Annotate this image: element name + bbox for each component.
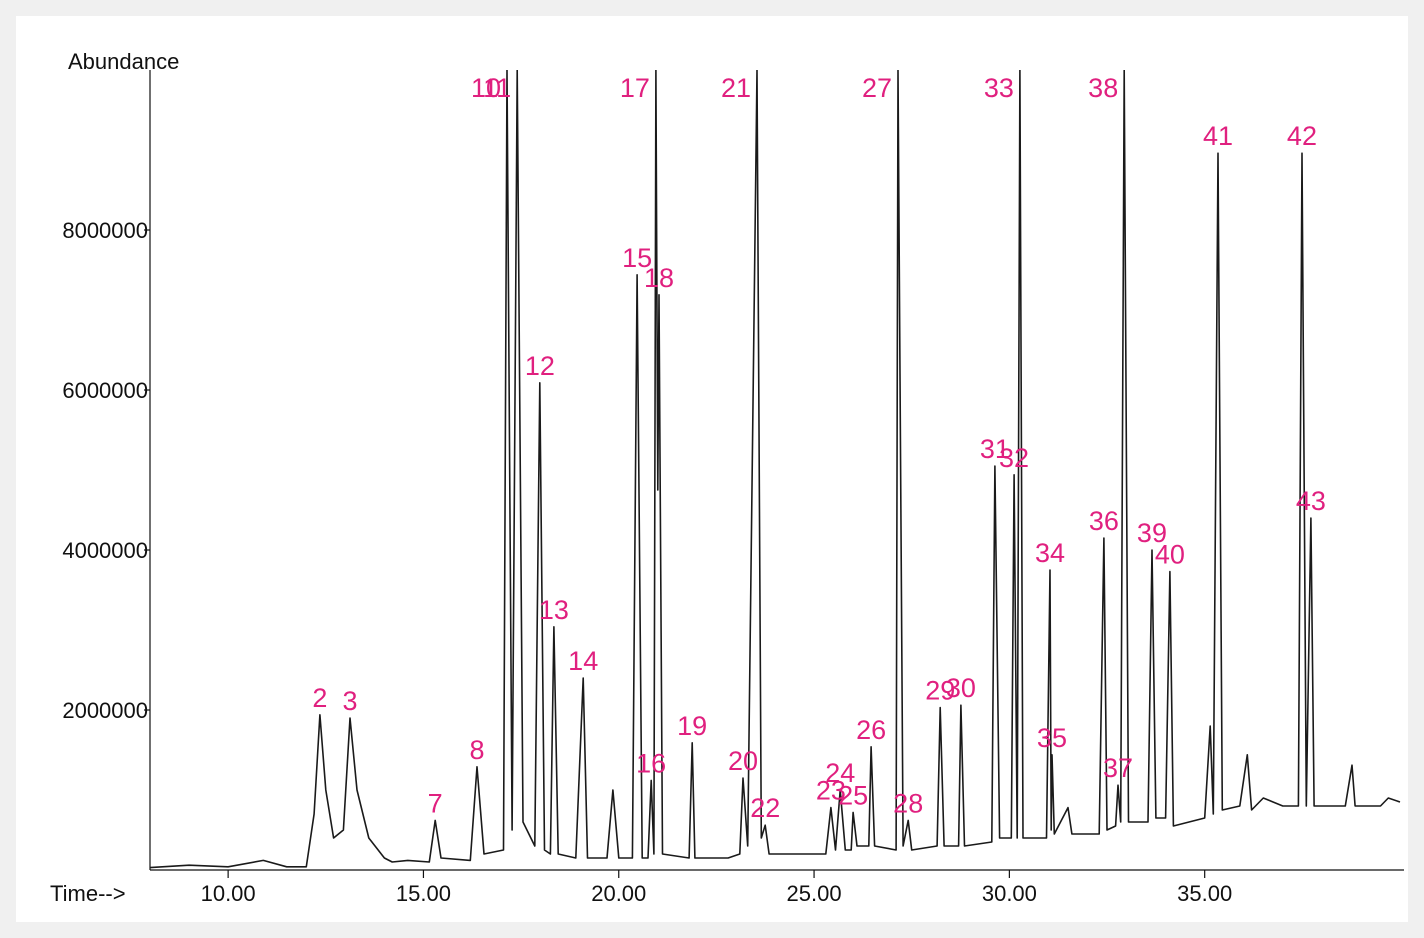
peak-label: 34 <box>1035 538 1065 568</box>
peak-label: 23 <box>816 776 846 806</box>
x-tick-label: 25.00 <box>787 881 842 906</box>
peak-label: 28 <box>893 788 923 818</box>
peak-label: 21 <box>721 73 751 103</box>
peak-label: 15 <box>622 243 652 273</box>
x-tick-label: 20.00 <box>591 881 646 906</box>
peak-label: 19 <box>677 711 707 741</box>
peak-label: 11 <box>483 73 511 103</box>
y-tick-label: 4000000 <box>62 538 148 563</box>
peak-label: 8 <box>469 735 484 765</box>
x-tick-label: 10.00 <box>201 881 256 906</box>
chromatogram-trace <box>149 70 1401 869</box>
peak-label: 18 <box>644 263 674 293</box>
peak-label: 3 <box>342 686 357 716</box>
x-tick-label: 15.00 <box>396 881 451 906</box>
peak-label: 20 <box>728 746 758 776</box>
peak-label: 10 <box>471 73 501 103</box>
peak-label: 22 <box>750 793 780 823</box>
peak-label: 39 <box>1137 518 1167 548</box>
chart-background <box>16 16 1408 922</box>
peak-label: 35 <box>1037 723 1067 753</box>
x-tick-label: 30.00 <box>982 881 1037 906</box>
peak-label: 36 <box>1089 506 1119 536</box>
y-axis-title: Abundance <box>68 49 179 74</box>
peak-label: 32 <box>999 443 1029 473</box>
peak-label: 41 <box>1203 121 1233 151</box>
y-tick-label: 6000000 <box>62 378 148 403</box>
peak-label: 30 <box>946 673 976 703</box>
peak-label: 12 <box>525 351 555 381</box>
peak-label: 26 <box>856 715 886 745</box>
peak-label: 25 <box>838 780 868 810</box>
peak-label: 37 <box>1103 753 1133 783</box>
peak-label: 14 <box>568 646 598 676</box>
x-tick-label: 35.00 <box>1177 881 1232 906</box>
peak-label: 40 <box>1155 540 1185 570</box>
peak-label: 17 <box>620 73 650 103</box>
peak-label: 31 <box>980 434 1010 464</box>
peak-label: 42 <box>1287 121 1317 151</box>
peak-label: 16 <box>636 748 666 778</box>
peak-label: 29 <box>925 676 955 706</box>
peak-label: 38 <box>1088 73 1118 103</box>
peak-label: 13 <box>539 595 569 625</box>
peak-label: 43 <box>1296 486 1326 516</box>
y-tick-label: 8000000 <box>62 218 148 243</box>
x-axis-title: Time--> <box>50 881 126 906</box>
peak-label: 33 <box>984 73 1014 103</box>
peak-label: 27 <box>862 73 892 103</box>
peak-label: 7 <box>428 788 443 818</box>
peak-label: 24 <box>825 758 855 788</box>
y-tick-label: 2000000 <box>62 698 148 723</box>
peak-label: 2 <box>312 683 327 713</box>
